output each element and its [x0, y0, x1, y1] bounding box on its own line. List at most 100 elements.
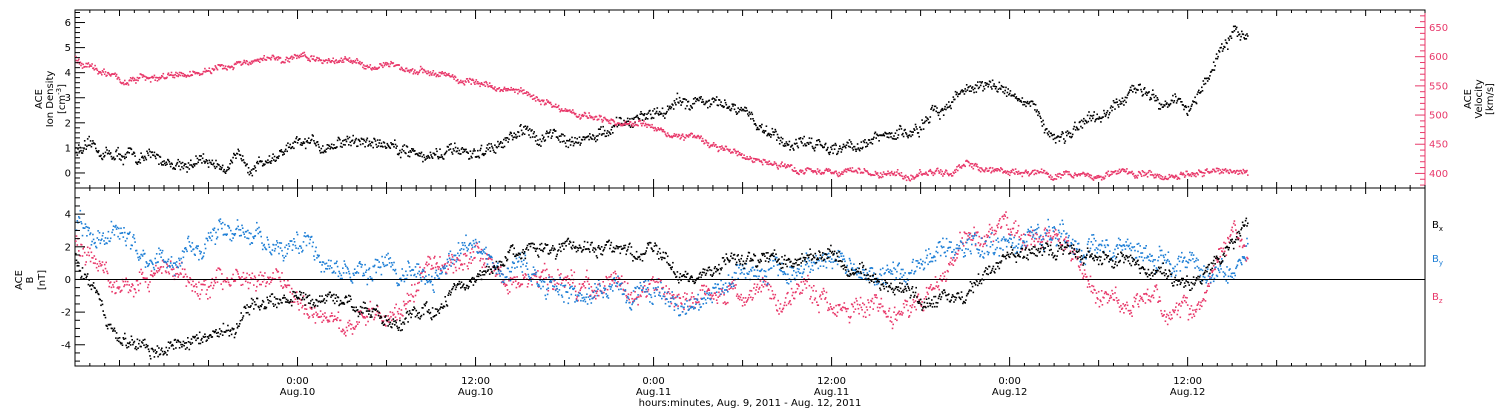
velocity-series-point — [905, 179, 908, 182]
density-series-point — [402, 145, 404, 148]
velocity-series-point — [296, 54, 299, 57]
by-series-point — [204, 243, 206, 246]
velocity-series-point — [1027, 171, 1029, 173]
density-series-point — [162, 164, 165, 166]
bz-series-point — [948, 264, 951, 266]
bz-series-point — [931, 289, 933, 291]
velocity-series-point — [1119, 171, 1121, 174]
velocity-series-point — [437, 74, 439, 76]
velocity-series-point — [1244, 170, 1247, 172]
bz-series-point — [1135, 294, 1138, 297]
bz-series-point — [1043, 229, 1046, 231]
bz-series-point — [342, 328, 344, 331]
density-series-point — [699, 97, 702, 100]
density-series-point — [853, 145, 856, 148]
bz-series-point — [779, 303, 782, 305]
density-series-point — [115, 150, 117, 153]
velocity-series-point — [475, 79, 478, 81]
velocity-series-point — [661, 130, 664, 133]
bz-series-point — [227, 281, 230, 284]
bz-series-point — [302, 295, 305, 297]
bz-series-point — [445, 271, 447, 274]
by-series-point — [195, 246, 197, 249]
density-series-point — [379, 145, 382, 148]
density-series-point — [893, 138, 896, 140]
bz-series-point — [319, 316, 321, 318]
velocity-series-point — [497, 87, 500, 90]
density-series-point — [860, 141, 863, 143]
bz-series-point — [593, 289, 596, 292]
velocity-series-point — [333, 62, 336, 65]
bz-series-point — [285, 286, 288, 289]
density-series-point — [866, 145, 869, 147]
bz-series-point — [778, 307, 781, 310]
velocity-series-point — [640, 122, 642, 125]
bz-series-point — [104, 267, 107, 270]
bz-series-point — [612, 280, 614, 282]
density-series-point — [223, 168, 225, 171]
density-series-point — [1060, 136, 1062, 138]
density-series-point — [1128, 91, 1130, 93]
density-series-point — [994, 85, 996, 88]
density-series-point — [151, 151, 153, 153]
velocity-series-point — [1146, 172, 1148, 175]
velocity-series-point — [1094, 176, 1097, 178]
bz-series-point — [709, 293, 712, 296]
velocity-series-point — [501, 89, 504, 92]
bz-series-point — [1166, 323, 1169, 326]
velocity-series-point — [908, 177, 910, 180]
velocity-series-point — [539, 100, 541, 103]
velocity-series-point — [631, 125, 633, 127]
bz-series-point — [622, 288, 624, 291]
velocity-series-point — [1186, 170, 1188, 173]
velocity-series-point — [633, 124, 636, 127]
bz-series-point — [878, 303, 880, 305]
density-series-point — [351, 139, 354, 142]
velocity-series-point — [277, 56, 280, 58]
density-series-point — [603, 132, 605, 135]
density-series-point — [632, 118, 635, 120]
density-series-point — [641, 113, 643, 115]
bz-series-point — [1041, 241, 1044, 243]
velocity-series-point — [113, 73, 116, 75]
bz-series-point — [245, 276, 248, 279]
bz-series-point — [255, 290, 257, 292]
density-series-point — [327, 147, 329, 149]
bz-series-point — [108, 285, 110, 288]
density-series-point — [616, 125, 619, 128]
velocity-series-point — [531, 95, 533, 97]
bz-series-point — [1185, 301, 1187, 304]
density-series-point — [1080, 125, 1082, 128]
bz-series-point — [397, 313, 400, 315]
bz-series-point — [282, 287, 284, 289]
bz-series-point — [362, 315, 364, 318]
density-series-point — [277, 157, 280, 159]
density-series-point — [1186, 112, 1188, 115]
velocity-series-point — [284, 59, 287, 61]
bz-series-point — [746, 300, 748, 302]
density-series-point — [563, 140, 565, 142]
density-series-point — [982, 85, 985, 88]
by-series-point — [115, 228, 118, 230]
bz-series-point — [303, 313, 306, 315]
bz-series-point — [1120, 308, 1123, 310]
bz-series-point — [724, 301, 726, 303]
bz-series-point — [1167, 314, 1170, 317]
density-series-point — [100, 154, 102, 157]
velocity-series-point — [322, 59, 325, 62]
bz-series-point — [359, 310, 362, 312]
velocity-series-point — [820, 173, 823, 175]
bz-series-point — [817, 304, 820, 306]
bz-series-point — [195, 283, 197, 285]
by-series-point — [153, 268, 156, 271]
velocity-series-point — [669, 136, 671, 138]
velocity-series-point — [78, 58, 80, 61]
velocity-series-point — [1202, 172, 1205, 174]
bz-series-point — [1040, 241, 1042, 243]
by-series-point — [84, 223, 87, 225]
velocity-series-point — [534, 97, 536, 100]
density-series-point — [1106, 110, 1109, 112]
density-series-point — [444, 152, 446, 155]
velocity-series-point — [903, 175, 906, 178]
